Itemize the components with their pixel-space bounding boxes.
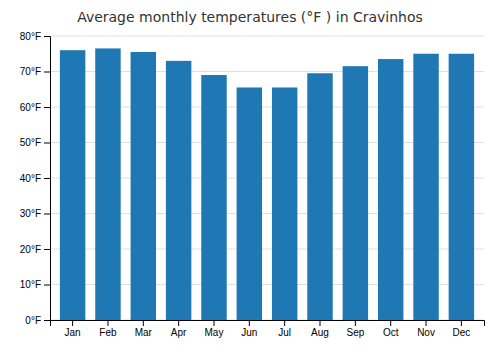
- tick-mark: [44, 143, 50, 144]
- tick-label: Aug: [311, 327, 329, 338]
- tick-label: May: [205, 327, 224, 338]
- tick-mark: [213, 320, 214, 326]
- plot: Jan Feb Mar Apr May Jun Jul Aug Sep Oct Nov Dec 0°F 1…: [20, 31, 485, 338]
- tick-label: Mar: [135, 327, 153, 338]
- tick-mark: [143, 320, 144, 326]
- tick-mark: [44, 285, 50, 286]
- tick: Jun: [241, 320, 257, 338]
- tick: Mar: [135, 320, 153, 338]
- tick: 20°F: [20, 244, 50, 255]
- tick-mark: [44, 72, 50, 73]
- tick-label: 60°F: [20, 102, 41, 113]
- tick-mark: [107, 320, 108, 326]
- bar: [60, 50, 85, 320]
- tick-label: Nov: [417, 327, 435, 338]
- tick: Dec: [452, 320, 470, 338]
- tick: 70°F: [20, 66, 50, 77]
- tick-mark: [44, 107, 50, 108]
- bar: [307, 73, 332, 320]
- tick-label: Sep: [346, 327, 364, 338]
- tick: May: [205, 320, 224, 338]
- tick-label: Dec: [452, 327, 470, 338]
- tick-label: 10°F: [20, 279, 41, 290]
- tick-label: 20°F: [20, 244, 41, 255]
- bar: [131, 52, 156, 320]
- tick: 0°F: [25, 315, 50, 326]
- bar: [237, 87, 262, 320]
- tick: 30°F: [20, 208, 50, 219]
- bar: [413, 54, 438, 320]
- grid-line: [50, 36, 484, 37]
- bar: [449, 54, 474, 320]
- tick-mark: [44, 249, 50, 250]
- tick: Aug: [311, 320, 329, 338]
- tick: Jan: [65, 320, 81, 338]
- tick: Nov: [417, 320, 435, 338]
- tick: 40°F: [20, 173, 50, 184]
- tick-label: Feb: [99, 327, 117, 338]
- bar: [95, 48, 120, 320]
- tick-label: Jul: [278, 327, 291, 338]
- tick-label: Jan: [65, 327, 81, 338]
- tick-mark: [178, 320, 179, 326]
- tick-mark: [390, 320, 391, 326]
- tick-mark: [355, 320, 356, 326]
- tick-mark: [44, 214, 50, 215]
- tick: Feb: [99, 320, 117, 338]
- tick-label: 80°F: [20, 31, 41, 42]
- bars: [60, 48, 474, 320]
- tick: 50°F: [20, 137, 50, 148]
- tick-label: Jun: [241, 327, 257, 338]
- tick-mark: [44, 320, 50, 321]
- tick-label: 30°F: [20, 208, 41, 219]
- bar: [201, 75, 226, 320]
- tick: 60°F: [20, 102, 50, 113]
- tick: Oct: [383, 320, 399, 338]
- tick-mark: [72, 320, 73, 326]
- title: Average monthly temperatures (°F ) in Cr…: [77, 9, 423, 25]
- tick-label: Oct: [383, 327, 399, 338]
- tick: 80°F: [20, 31, 50, 42]
- tick-mark: [461, 320, 462, 326]
- tick: Apr: [171, 320, 187, 338]
- grid: [50, 36, 484, 320]
- chart: Average monthly temperatures (°F ) in Cr…: [0, 0, 500, 350]
- y-axis: 0°F 10°F 20°F 30°F 40°F 50°F 60°F 70°F 80°F: [20, 31, 51, 326]
- bar: [378, 59, 403, 320]
- tick-mark: [426, 320, 427, 326]
- tick-mark: [44, 178, 50, 179]
- bar: [343, 66, 368, 320]
- tick-mark: [44, 36, 50, 37]
- x-axis: Jan Feb Mar Apr May Jun Jul Aug Sep Oct Nov Dec: [51, 320, 485, 338]
- tick-label: 40°F: [20, 173, 41, 184]
- tick: 10°F: [20, 279, 50, 290]
- tick-mark: [249, 320, 250, 326]
- tick-label: 0°F: [25, 315, 41, 326]
- tick-mark: [320, 320, 321, 326]
- tick: Jul: [278, 320, 291, 338]
- bar: [272, 87, 297, 320]
- bar: [166, 61, 191, 320]
- axis-line: [44, 37, 51, 321]
- tick-label: 50°F: [20, 137, 41, 148]
- tick-label: 70°F: [20, 66, 41, 77]
- tick-mark: [284, 320, 285, 326]
- tick: Sep: [346, 320, 364, 338]
- tick-label: Apr: [171, 327, 187, 338]
- axis-line: [51, 321, 485, 327]
